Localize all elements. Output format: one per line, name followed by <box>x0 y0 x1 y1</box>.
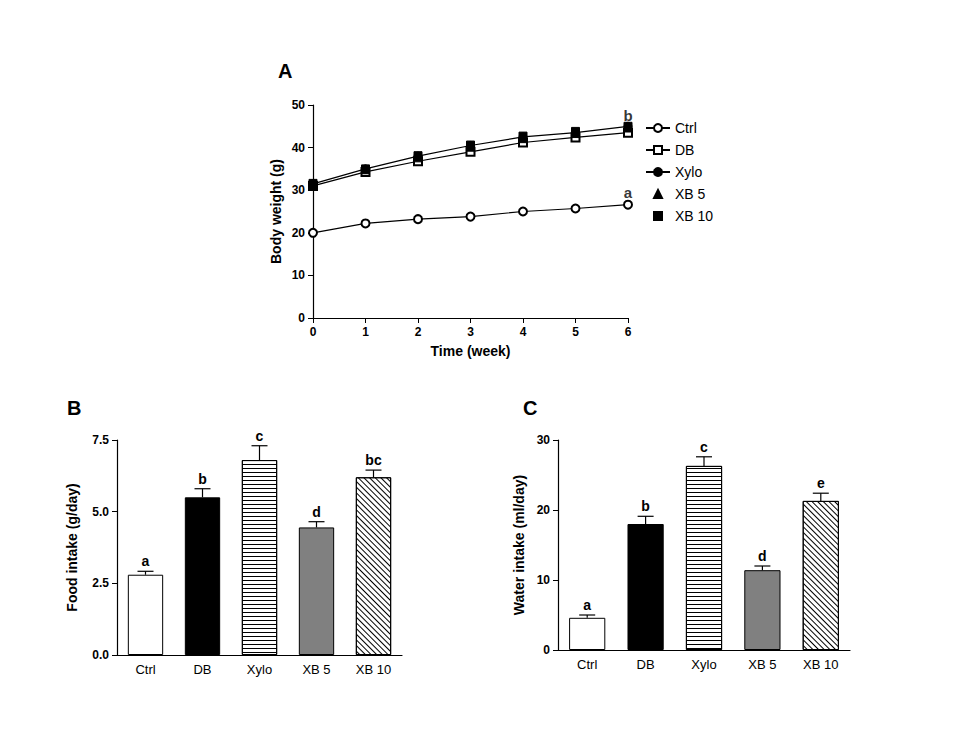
svg-text:Xylo: Xylo <box>247 662 272 677</box>
svg-text:bc: bc <box>365 452 382 468</box>
svg-text:4: 4 <box>520 325 527 339</box>
svg-text:b: b <box>641 498 650 514</box>
svg-text:c: c <box>700 439 708 455</box>
svg-text:Ctrl: Ctrl <box>135 662 155 677</box>
svg-text:10: 10 <box>292 268 306 282</box>
svg-text:30: 30 <box>292 183 306 197</box>
svg-text:0: 0 <box>298 311 305 325</box>
svg-text:Time (week): Time (week) <box>431 343 511 359</box>
svg-text:30: 30 <box>537 433 551 447</box>
svg-text:XB 5: XB 5 <box>675 186 706 202</box>
svg-text:a: a <box>624 184 633 201</box>
svg-text:2: 2 <box>415 325 422 339</box>
svg-text:7.5: 7.5 <box>92 433 109 447</box>
svg-text:e: e <box>817 475 825 491</box>
svg-text:DB: DB <box>675 142 694 158</box>
svg-text:5: 5 <box>572 325 579 339</box>
svg-text:b: b <box>198 471 207 487</box>
svg-text:50: 50 <box>292 98 306 112</box>
svg-text:0: 0 <box>543 643 550 657</box>
svg-text:XB 5: XB 5 <box>748 657 776 672</box>
svg-text:0: 0 <box>310 325 317 339</box>
svg-text:1: 1 <box>362 325 369 339</box>
svg-text:Ctrl: Ctrl <box>577 657 597 672</box>
svg-text:40: 40 <box>292 141 306 155</box>
svg-text:20: 20 <box>292 226 306 240</box>
svg-text:a: a <box>583 597 591 613</box>
svg-text:b: b <box>623 107 632 124</box>
svg-text:Ctrl: Ctrl <box>675 120 697 136</box>
svg-text:10: 10 <box>537 573 551 587</box>
svg-text:B: B <box>67 397 81 419</box>
svg-text:3: 3 <box>467 325 474 339</box>
svg-text:20: 20 <box>537 503 551 517</box>
svg-text:6: 6 <box>625 325 632 339</box>
svg-text:DB: DB <box>637 657 655 672</box>
svg-text:Xylo: Xylo <box>691 657 716 672</box>
svg-text:c: c <box>256 428 264 444</box>
svg-text:d: d <box>758 548 767 564</box>
svg-text:Body weight (g): Body weight (g) <box>268 159 284 264</box>
svg-text:C: C <box>523 397 537 419</box>
svg-text:0.0: 0.0 <box>92 648 109 662</box>
svg-text:2.5: 2.5 <box>92 576 109 590</box>
svg-text:A: A <box>278 60 292 82</box>
svg-text:5.0: 5.0 <box>92 505 109 519</box>
svg-text:DB: DB <box>193 662 211 677</box>
svg-text:d: d <box>312 504 321 520</box>
svg-text:XB 10: XB 10 <box>675 208 713 224</box>
svg-text:XB 5: XB 5 <box>302 662 330 677</box>
svg-text:Water intake (ml/day): Water intake (ml/day) <box>511 475 527 615</box>
svg-text:XB 10: XB 10 <box>803 657 838 672</box>
svg-text:a: a <box>142 553 150 569</box>
svg-text:Food intake (g/day): Food intake (g/day) <box>64 483 80 611</box>
svg-text:Xylo: Xylo <box>675 164 702 180</box>
svg-text:XB 10: XB 10 <box>356 662 391 677</box>
